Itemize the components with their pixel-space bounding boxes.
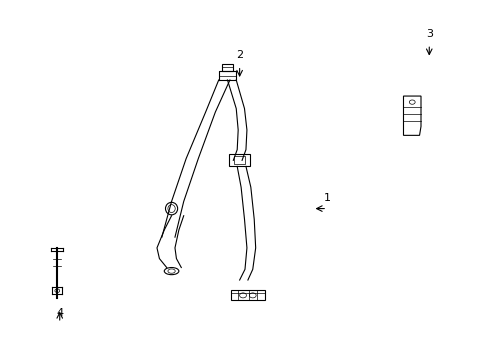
Ellipse shape: [167, 269, 175, 273]
Text: 1: 1: [323, 193, 330, 203]
Circle shape: [55, 289, 60, 293]
Ellipse shape: [167, 204, 175, 212]
Circle shape: [249, 293, 256, 298]
Ellipse shape: [165, 202, 177, 215]
Ellipse shape: [164, 267, 179, 275]
Text: 4: 4: [56, 307, 63, 318]
Text: 2: 2: [236, 50, 243, 60]
Circle shape: [239, 293, 246, 298]
Bar: [230, 290, 264, 300]
Bar: [228, 154, 250, 166]
Bar: [233, 157, 245, 163]
Circle shape: [408, 100, 414, 104]
Text: 3: 3: [425, 29, 432, 39]
